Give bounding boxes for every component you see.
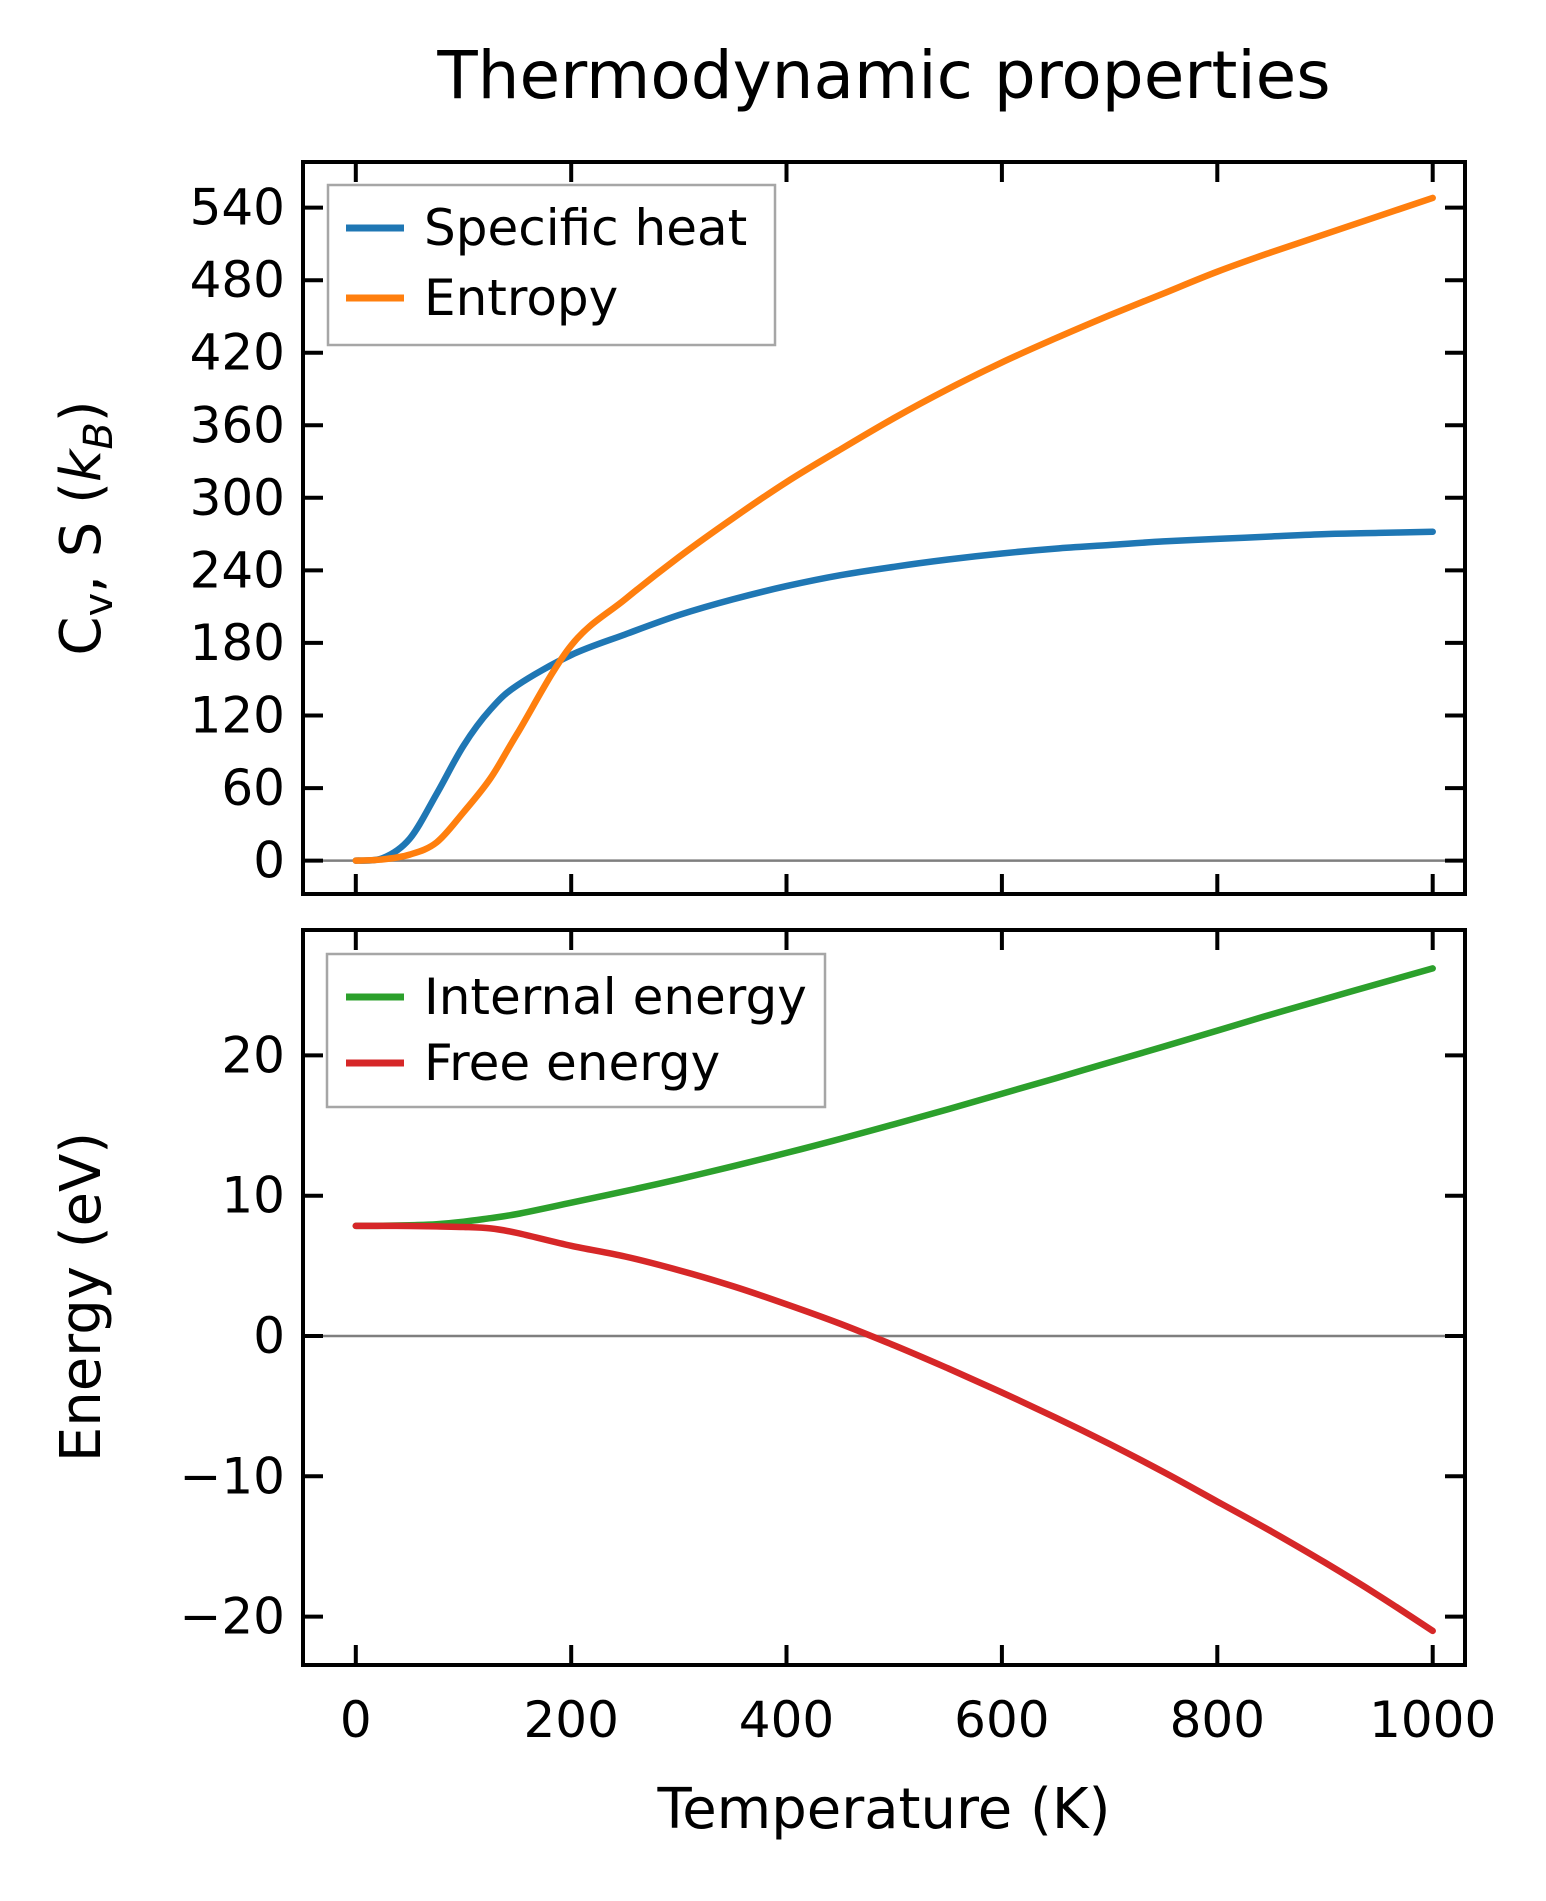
axes-spines (301, 160, 1467, 896)
y-tick-label: 120 (190, 687, 285, 745)
y-tick-label: 0 (253, 1307, 285, 1365)
curve-specific-heat (352, 528, 1436, 864)
x-tick-label: 400 (739, 1691, 834, 1749)
x-tick-label: 800 (1170, 1691, 1265, 1749)
x-axis-label: Temperature (K) (657, 1777, 1111, 1842)
curve-free-energy (352, 1222, 1436, 1635)
y-tick-label: 180 (190, 614, 285, 672)
legend-box (325, 952, 827, 1109)
y-tick-label: 360 (190, 396, 285, 454)
y-tick-label: 540 (190, 179, 285, 237)
bottom-y-axis-label: Energy (eV) (49, 1132, 114, 1462)
y-tick-label: 420 (190, 324, 285, 382)
x-tick-label: 0 (340, 1691, 372, 1749)
x-tick-label: 200 (523, 1691, 618, 1749)
legend-label: Entropy (424, 269, 618, 327)
x-tick-label: 1000 (1369, 1691, 1496, 1749)
legend-label: Internal energy (424, 968, 807, 1026)
legend-label: Free energy (424, 1034, 720, 1092)
y-tick-label: 0 (253, 832, 285, 890)
plots-layer: 0 60 120 180 240 300 360 420 480 540 Specific heat… (49, 160, 1496, 1749)
legend-label: Specific heat (424, 199, 747, 257)
y-tick-label: 480 (190, 251, 285, 309)
curve-entropy (352, 194, 1436, 864)
y-tick-label: 60 (221, 759, 285, 817)
y-tick-label: 20 (221, 1026, 285, 1084)
axes-spines (301, 928, 1467, 1667)
y-tick-label: 10 (221, 1167, 285, 1225)
top-y-axis-label: Cv, S (kB) (49, 400, 122, 655)
y-tick-label: 240 (190, 541, 285, 599)
y-tick-label: 300 (190, 469, 285, 527)
curve-internal-energy (352, 965, 1436, 1230)
x-tick-label: 600 (954, 1691, 1049, 1749)
y-tick-label: −20 (179, 1588, 285, 1646)
legend-box (326, 183, 777, 347)
figure-title: Thermodynamic properties (436, 37, 1330, 114)
y-tick-label: −10 (179, 1447, 285, 1505)
